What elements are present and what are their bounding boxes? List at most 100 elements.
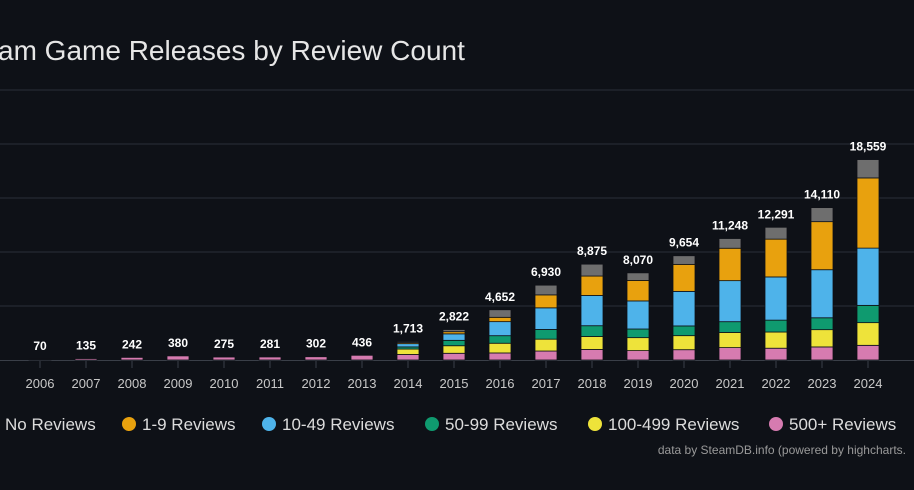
bar-segment	[764, 276, 788, 321]
bar-segment	[672, 263, 696, 292]
total-label: 302	[306, 337, 326, 351]
bar-segment	[626, 272, 650, 281]
legend-label: 100-499 Reviews	[608, 415, 739, 434]
total-label: 2,822	[439, 310, 469, 324]
bar-segment	[718, 332, 742, 349]
bar-segment	[718, 238, 742, 249]
bar-segment	[396, 341, 420, 343]
bar-segment	[856, 304, 880, 324]
x-tick-label: 2007	[72, 376, 101, 391]
bar-segment	[488, 335, 512, 344]
bar-segment	[718, 347, 742, 361]
legend-label: 500+ Reviews	[789, 415, 896, 434]
bar-segment	[534, 350, 558, 361]
legend-marker	[769, 417, 783, 431]
bar-segment	[626, 350, 650, 361]
bar-segment	[396, 343, 420, 348]
bar-segment	[810, 221, 834, 271]
legend-marker	[262, 417, 276, 431]
legend-label: 10-49 Reviews	[282, 415, 394, 434]
bar-segment	[580, 295, 604, 327]
bar-segment	[534, 284, 558, 296]
bar-segment	[764, 238, 788, 278]
total-label: 4,652	[485, 290, 515, 304]
bar-segment	[580, 275, 604, 296]
x-tick-label: 2012	[302, 376, 331, 391]
bar-segment	[120, 356, 144, 361]
bar-segment	[488, 352, 512, 361]
bar-segment	[764, 319, 788, 333]
bar-segment	[672, 290, 696, 327]
total-label: 1,713	[393, 321, 423, 335]
bar-segment	[534, 338, 558, 352]
total-label: 11,248	[712, 219, 748, 233]
bar-segment	[856, 247, 880, 306]
total-label: 8,875	[577, 244, 607, 258]
bar-segment	[534, 307, 558, 330]
x-tick-label: 2013	[348, 376, 377, 391]
bar-segment	[856, 177, 880, 249]
bar-segment	[580, 336, 604, 350]
x-tick-label: 2019	[624, 376, 653, 391]
bar-segment	[488, 321, 512, 337]
bar-segment	[488, 316, 512, 323]
x-tick-label: 2011	[256, 376, 284, 391]
legend-marker	[588, 417, 602, 431]
bar-segment	[580, 325, 604, 337]
bar-segment	[488, 309, 512, 318]
bar-segment	[442, 329, 466, 333]
bar-segment	[810, 207, 834, 223]
total-label: 275	[214, 337, 234, 351]
total-label: 8,070	[623, 253, 653, 267]
bar-segment	[856, 344, 880, 361]
total-label: 9,654	[669, 236, 699, 250]
bar-segment	[626, 280, 650, 302]
bar-segment	[534, 329, 558, 340]
x-tick-label: 2010	[210, 376, 239, 391]
x-tick-label: 2017	[532, 376, 561, 391]
x-tick-label: 2016	[486, 376, 515, 391]
x-tick-label: 2020	[670, 376, 699, 391]
total-label: 281	[260, 337, 280, 351]
bar-segment	[442, 352, 466, 361]
x-tick-label: 2014	[394, 376, 423, 391]
total-label: 18,559	[850, 140, 887, 154]
bar-segment	[764, 226, 788, 240]
legend-marker	[425, 417, 439, 431]
total-label: 14,110	[804, 188, 840, 202]
bar-segment	[810, 317, 834, 331]
chart-title: am Game Releases by Review Count	[0, 35, 465, 66]
bar-segment	[580, 263, 604, 277]
total-label: 436	[352, 335, 372, 349]
bar-segment	[166, 355, 190, 361]
x-tick-label: 2023	[808, 376, 837, 391]
legend-marker	[122, 417, 136, 431]
bar-segment	[672, 335, 696, 351]
bar-segment	[350, 354, 374, 361]
x-tick-label: 2022	[762, 376, 791, 391]
x-tick-label: 2024	[854, 376, 883, 391]
bar-segment	[74, 358, 98, 361]
total-label: 380	[168, 336, 188, 350]
bar-segment	[212, 356, 236, 361]
bar-segment	[810, 346, 834, 361]
bar-segment	[626, 300, 650, 330]
bar-segment	[672, 325, 696, 337]
bar-segment	[810, 329, 834, 348]
total-label: 242	[122, 337, 142, 351]
bar-segment	[304, 356, 328, 361]
total-label: 12,291	[758, 207, 795, 221]
total-label: 70	[33, 339, 47, 353]
bar-segment	[856, 322, 880, 346]
x-tick-label: 2009	[164, 376, 193, 391]
legend-label: 1-9 Reviews	[142, 415, 236, 434]
legend-label: 50-99 Reviews	[445, 415, 557, 434]
x-tick-label: 2015	[440, 376, 469, 391]
bar-segment	[764, 331, 788, 349]
bar-segment	[626, 337, 650, 352]
bar-segment	[764, 347, 788, 361]
bar-segment	[672, 255, 696, 265]
credit: data by SteamDB.info (powered by highcha…	[658, 443, 906, 457]
